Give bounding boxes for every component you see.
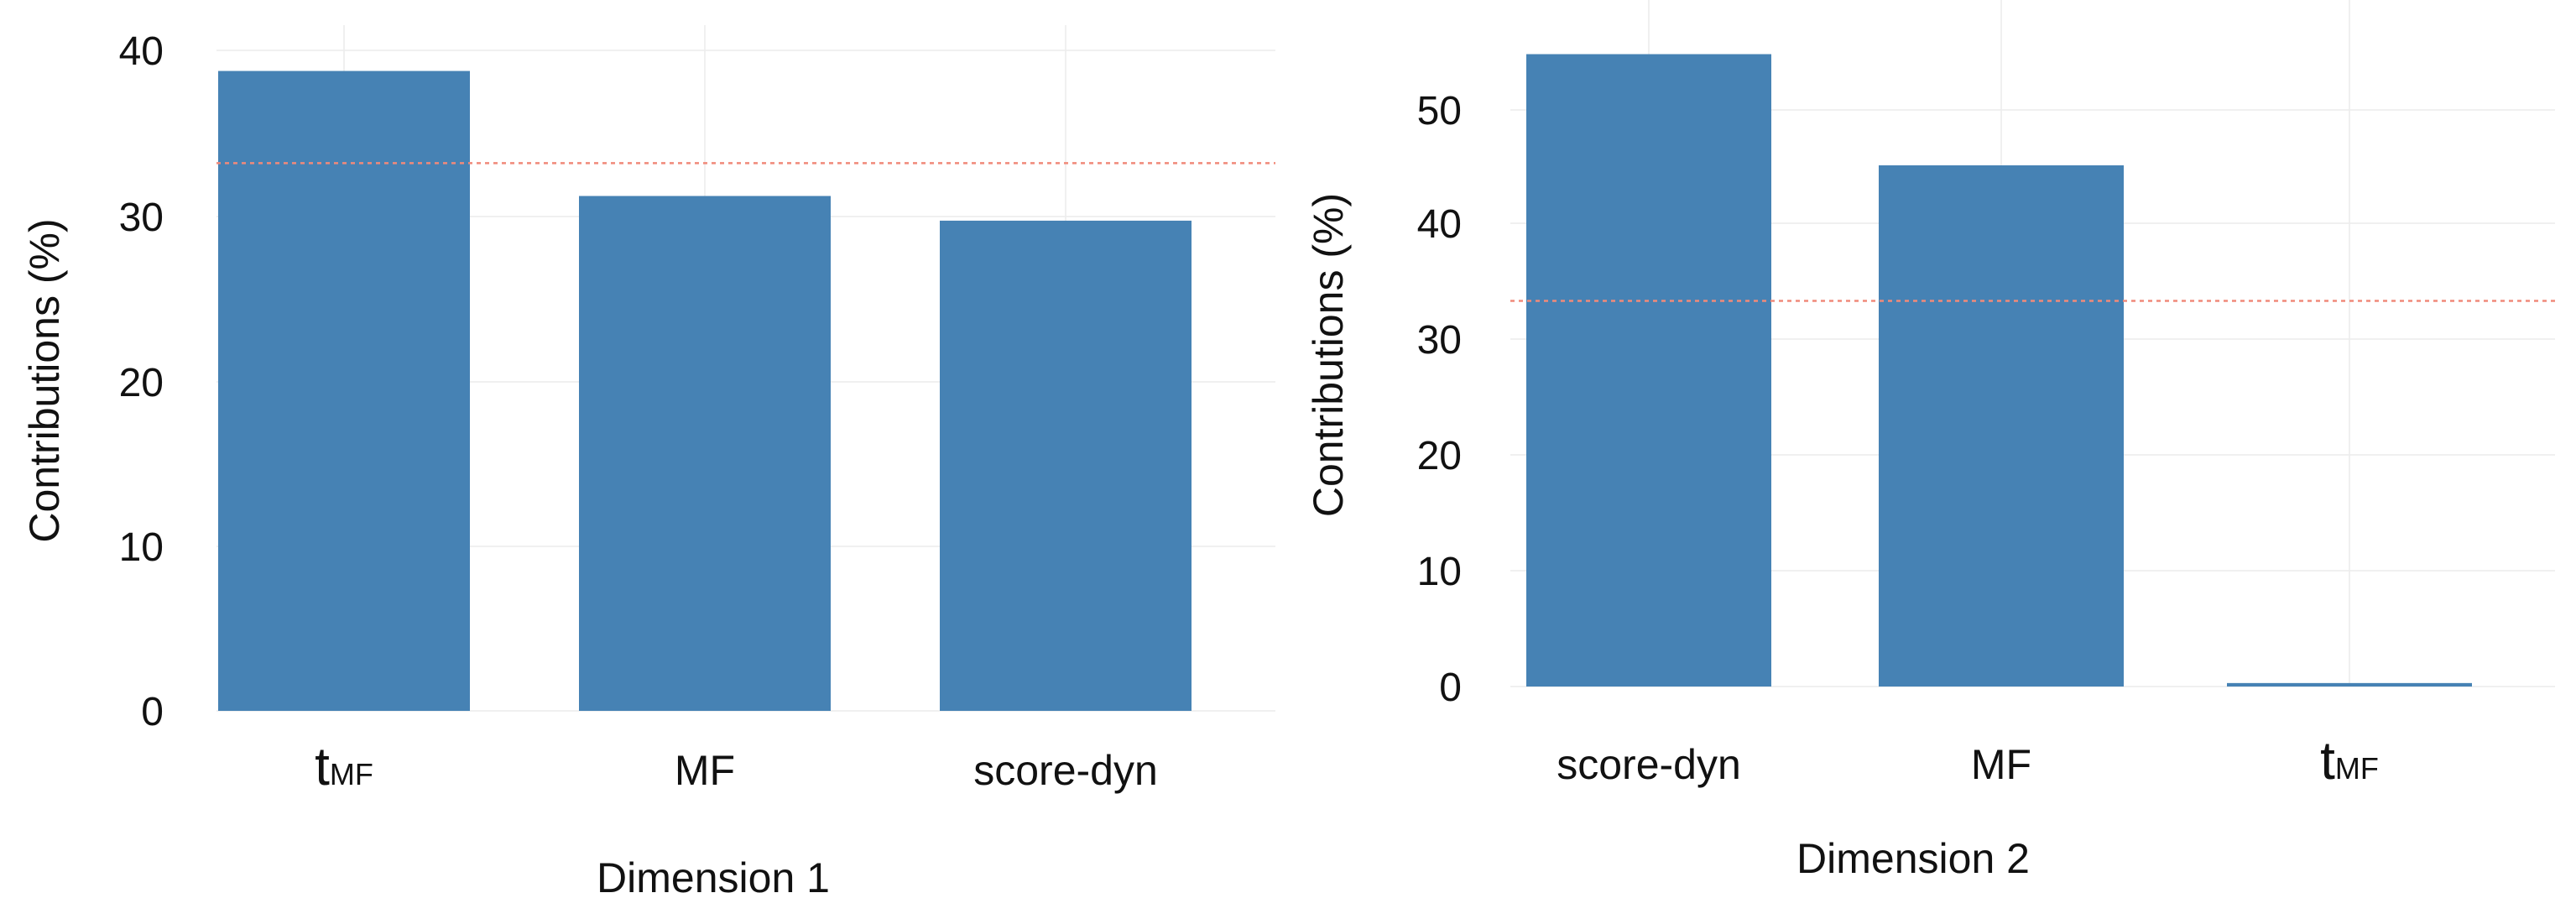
- y-tick-label: 10: [1417, 550, 1462, 594]
- bar-tMF: [218, 70, 470, 711]
- x-tick-label: score-dyn: [1557, 741, 1741, 788]
- x-tick-label: score-dyn: [973, 747, 1158, 794]
- chart-panel-dimension-2: 0 10 20 30 40 50 score-dyn MF tMF Dimension 2 Cont…: [1305, 0, 2555, 882]
- y-tick-label: 20: [1417, 434, 1462, 478]
- y-tick-label: 50: [1417, 89, 1462, 133]
- y-tick-label: 20: [119, 361, 164, 405]
- bar-score-dyn: [1526, 54, 1771, 687]
- x-tick-label: MF: [675, 747, 735, 794]
- y-tick-label: 30: [119, 196, 164, 240]
- bar-tMF: [2227, 682, 2472, 687]
- y-tick-label: 0: [141, 690, 164, 734]
- chart-panel-dimension-1: 0 10 20 30 40 tMF MF score-dyn Dimension 1 Contri…: [21, 25, 1275, 901]
- bar-MF: [579, 196, 831, 711]
- y-tick-label: 30: [1417, 318, 1462, 363]
- y-tick-label: 0: [1439, 666, 1462, 710]
- y-tick-label: 40: [119, 29, 164, 74]
- y-axis-title: Contributions (%): [1305, 193, 1352, 517]
- bar-score-dyn: [940, 220, 1192, 711]
- x-tick-label: tMF: [2320, 730, 2379, 791]
- x-tick-label: MF: [1971, 741, 2031, 788]
- x-axis-title: Dimension 2: [1796, 835, 2030, 882]
- bar-MF: [1879, 165, 2124, 687]
- y-axis-title: Contributions (%): [21, 218, 68, 542]
- y-tick-label: 10: [119, 525, 164, 570]
- y-tick-label: 40: [1417, 202, 1462, 247]
- x-axis-title: Dimension 1: [597, 854, 830, 901]
- x-tick-label: tMF: [315, 736, 373, 796]
